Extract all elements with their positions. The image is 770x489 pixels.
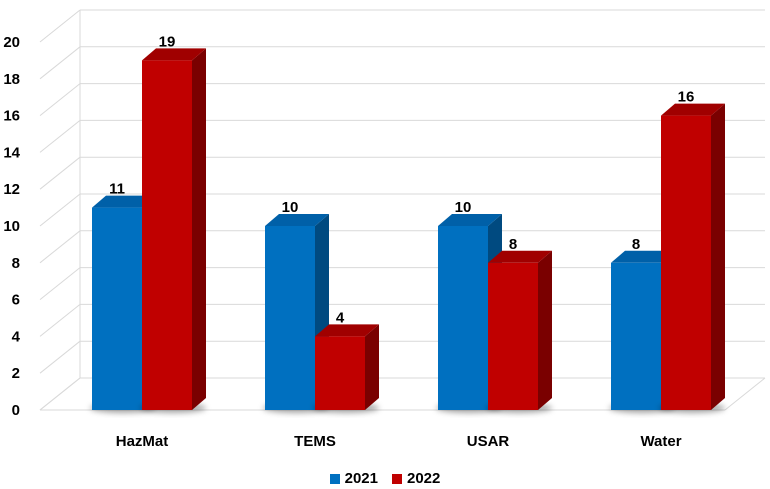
x-tick-label: HazMat — [116, 433, 169, 450]
bar-top — [488, 250, 552, 263]
gridline-diag — [39, 340, 81, 374]
data-label: 19 — [159, 33, 176, 50]
bar-top — [438, 214, 502, 226]
bar-front — [265, 226, 315, 410]
bar-front — [438, 226, 488, 410]
bar-front — [142, 60, 192, 411]
y-tick-label: 12 — [3, 181, 20, 198]
bar-side — [711, 103, 725, 410]
bar-hazmat-2022 — [140, 48, 206, 413]
y-tick-label: 16 — [3, 108, 20, 125]
gridline-diag — [39, 46, 81, 80]
gridline-diag — [39, 9, 81, 43]
legend-swatch-2022 — [392, 473, 402, 484]
bar-top — [92, 195, 156, 208]
bar-front — [92, 207, 142, 410]
gridline-diag — [39, 193, 81, 227]
legend-swatch-2021 — [329, 473, 340, 484]
bar-front — [611, 262, 661, 410]
data-label: 4 — [336, 309, 345, 326]
gridline-diag — [39, 120, 81, 153]
data-label: 16 — [678, 89, 695, 106]
data-label: 11 — [109, 181, 125, 198]
legend-item-2021: 2021 — [329, 470, 378, 487]
y-tick-label: 2 — [12, 365, 20, 382]
data-label: 8 — [509, 236, 517, 253]
y-tick-label: 4 — [12, 328, 21, 345]
y-tick-label: 14 — [3, 144, 20, 161]
bar-front — [488, 262, 538, 410]
bar-side — [538, 250, 552, 410]
y-tick-label: 8 — [12, 255, 20, 272]
bars — [90, 48, 725, 413]
gridline-diag — [39, 304, 81, 337]
bar-side — [365, 324, 379, 410]
floor-right — [724, 377, 766, 411]
legend: 2021 2022 — [0, 470, 770, 487]
bar-water-2022 — [659, 103, 725, 413]
bar-tems-2022 — [313, 324, 379, 413]
gridline-diag — [39, 267, 81, 300]
bar-top — [142, 48, 206, 61]
bar-top — [611, 250, 675, 263]
x-tick-label: Water — [640, 433, 681, 450]
bar-usar-2022 — [486, 250, 552, 413]
y-tick-label: 20 — [3, 34, 20, 51]
bar-side — [192, 48, 206, 411]
gridline-diag — [39, 156, 81, 190]
gridline-diag — [39, 83, 81, 116]
data-label: 10 — [282, 199, 299, 216]
bar-top — [315, 324, 379, 337]
bar-top — [661, 103, 725, 116]
data-label: 10 — [455, 199, 472, 216]
bar-chart: 0 2 4 6 8 10 12 14 16 18 20 11 19 HazMat 10 4 TEMS 10 8 USA… — [3, 9, 766, 450]
x-tick-label: TEMS — [294, 433, 336, 450]
y-tick-label: 0 — [12, 402, 20, 419]
bar-top — [265, 214, 329, 226]
gridline-diag — [39, 377, 81, 411]
y-tick-label: 18 — [3, 71, 20, 88]
gridline-diag — [39, 230, 81, 264]
data-label: 8 — [632, 236, 640, 253]
x-tick-label: USAR — [467, 433, 510, 450]
y-tick-label: 10 — [3, 218, 20, 235]
bar-front — [661, 115, 711, 410]
legend-label-2021: 2021 — [344, 470, 378, 487]
y-tick-label: 6 — [12, 292, 20, 309]
legend-item-2022: 2022 — [392, 470, 440, 487]
bar-front — [315, 336, 365, 410]
legend-label-2022: 2022 — [407, 470, 441, 487]
